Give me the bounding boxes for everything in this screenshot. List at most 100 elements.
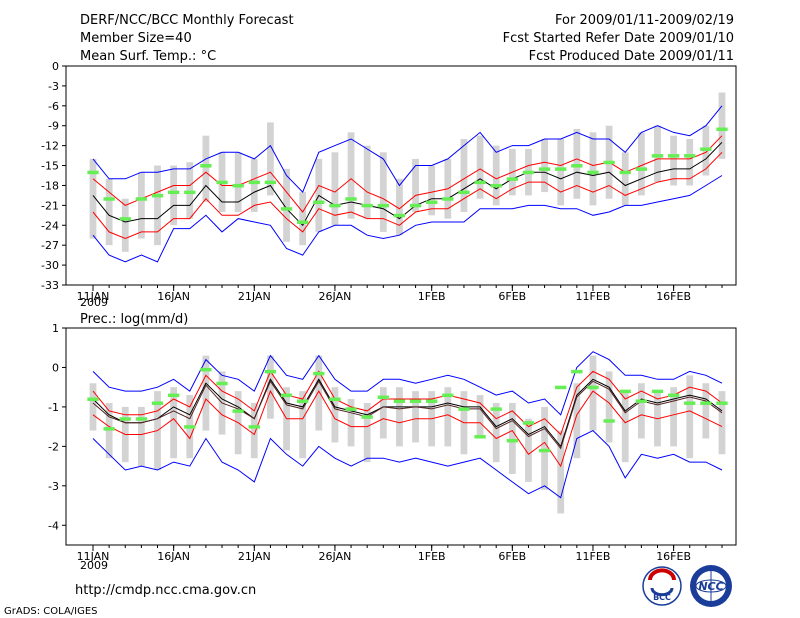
temp-spread-box (363, 145, 371, 219)
temp-line-ensemble-mean (92, 141, 723, 227)
temp-spread-box (412, 158, 419, 212)
prec-observed-marker (619, 389, 631, 394)
temp-observed-marker (200, 164, 212, 168)
temp-year-label: 2009 (80, 296, 108, 309)
temp-line-ensemble-min (92, 175, 723, 263)
temp-observed-marker (393, 213, 406, 218)
temp-spread-box (331, 152, 339, 226)
temp-spread-box (186, 162, 194, 219)
prec-observed-marker (458, 407, 470, 411)
temp-spread-box (137, 172, 145, 239)
prec-observed-marker (119, 417, 131, 421)
temp-xtick-label: 16JAN (157, 290, 190, 303)
temp-spread-box (121, 198, 129, 252)
temp-spread-box (202, 135, 210, 203)
prec-observed-marker (248, 425, 260, 429)
temp-spread-box (686, 139, 694, 186)
temp-ylabel: Mean Surf. Temp.: °C (80, 49, 216, 64)
temp-ytick-label: -3 (48, 80, 59, 93)
temp-observed-marker (458, 190, 470, 195)
temp-spread-box (105, 178, 113, 246)
temp-ytick-label: -15 (41, 160, 59, 173)
temp-spread-box (154, 165, 161, 246)
temp-line-ensemble-lower (92, 151, 723, 240)
temp-ytick-label: -18 (41, 179, 59, 192)
temp-spread-box (621, 152, 629, 206)
prec-spread-box (637, 383, 645, 439)
prec-observed-marker (264, 369, 277, 374)
source-url[interactable]: http://cmdp.ncc.cma.gov.cn (75, 583, 256, 598)
prec-spread-box (412, 391, 419, 443)
prec-observed-marker (167, 393, 180, 398)
prec-observed-marker (313, 371, 325, 376)
temp-observed-marker (184, 190, 196, 195)
prec-xtick-label: 16JAN (157, 550, 190, 563)
temp-observed-marker (313, 200, 325, 205)
prec-spread-box (476, 395, 484, 439)
prec-line-ensemble-max (92, 351, 723, 416)
temp-observed-marker (151, 193, 164, 198)
temp-spread-box (718, 92, 726, 159)
temp-observed-marker (119, 217, 131, 221)
temp-xtick-label: 16FEB (656, 290, 691, 303)
prec-spread-box (444, 387, 452, 447)
temp-observed-marker (87, 170, 99, 175)
temp-observed-marker (409, 203, 422, 208)
prec-observed-marker (151, 401, 164, 405)
prec-observed-marker (329, 397, 341, 402)
prec-xtick-label: 11JAN (77, 550, 110, 563)
temp-observed-marker (216, 180, 228, 185)
prec-observed-marker (587, 385, 599, 390)
prec-ytick-label: 0 (52, 361, 59, 374)
prec-observed-marker (684, 401, 696, 405)
bcc-logo: BCC (642, 566, 682, 606)
temp-spread-box (637, 132, 645, 196)
fcst-started-label: Fcst Started Refer Date 2009/01/10 (503, 31, 734, 46)
prec-spread-box (299, 391, 307, 459)
temp-observed-marker (377, 203, 389, 208)
prec-spread-box (331, 387, 339, 443)
prec-observed-marker (135, 417, 148, 421)
prec-observed-marker (538, 448, 551, 453)
temp-observed-marker (232, 183, 244, 188)
chart-title: DERF/NCC/BCC Monthly Forecast (80, 13, 294, 28)
prec-observed-marker (442, 393, 454, 398)
temp-observed-marker (103, 197, 115, 201)
prec-observed-marker (506, 438, 518, 443)
temp-xtick-label: 6FEB (498, 290, 526, 303)
temp-spread-box (541, 139, 548, 193)
prec-spread-box (137, 406, 145, 467)
temp-spread-box (589, 132, 597, 206)
prec-spread-box (541, 406, 548, 490)
temp-observed-marker (603, 160, 615, 165)
temp-observed-marker (135, 197, 148, 201)
temp-xtick-label: 1FEB (418, 290, 446, 303)
prec-spread-box (267, 355, 274, 419)
prec-spread-box (508, 402, 516, 474)
temp-spread-box (396, 178, 403, 236)
temp-spread-box (557, 139, 565, 206)
prec-ytick-label: -1 (48, 401, 59, 414)
prec-spread-box (170, 387, 178, 459)
temp-spread-box (654, 125, 661, 183)
prec-observed-marker (280, 393, 293, 398)
temp-observed-marker (361, 203, 373, 208)
prec-xtick-label: 1FEB (418, 550, 446, 563)
temp-line-ensemble-max (92, 105, 723, 193)
prec-xtick-label: 11FEB (576, 550, 611, 563)
fcst-produced-label: Fcst Produced Date 2009/01/11 (529, 49, 734, 64)
temp-ytick-label: -12 (41, 140, 59, 153)
temp-observed-marker (280, 207, 293, 211)
prec-observed-marker (635, 399, 648, 403)
prec-spread-box (621, 391, 629, 463)
temp-ytick-label: -30 (41, 259, 59, 272)
prec-observed-marker (393, 399, 406, 403)
temp-observed-marker (264, 180, 277, 185)
temp-observed-marker (684, 154, 696, 158)
temp-observed-marker (587, 170, 599, 175)
prec-spread-box (702, 383, 710, 439)
prec-observed-marker (603, 419, 615, 423)
temp-ytick-label: 0 (52, 60, 59, 73)
prec-spread-box (202, 355, 210, 431)
temp-observed-marker (490, 183, 502, 188)
